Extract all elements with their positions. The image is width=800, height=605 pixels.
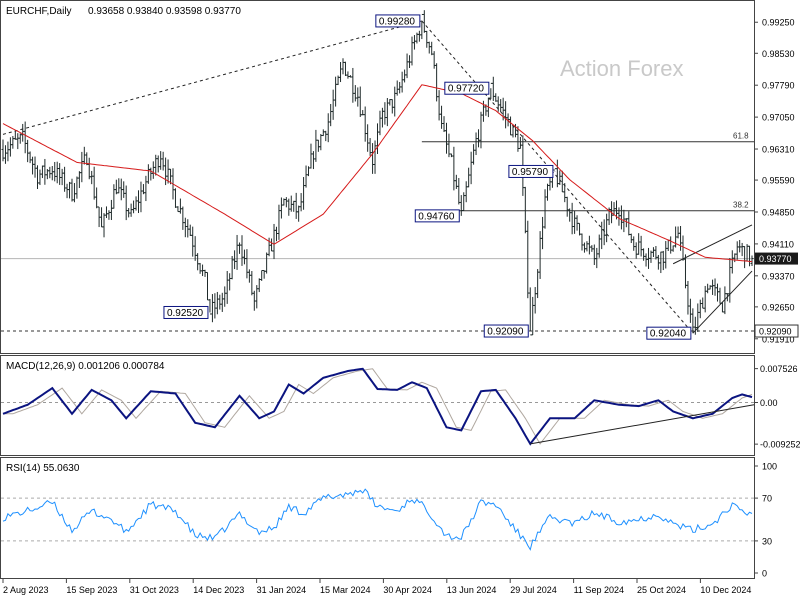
current-price-badge: 0.93770 bbox=[755, 252, 798, 265]
svg-text:0.99280: 0.99280 bbox=[379, 16, 416, 27]
x-tick-label: 15 Sep 2023 bbox=[66, 585, 117, 595]
x-tick-label: 31 Jan 2024 bbox=[257, 585, 307, 595]
macd-layer bbox=[1, 367, 755, 446]
x-tick-label: 2 Aug 2023 bbox=[3, 585, 49, 595]
price-panel-frame bbox=[0, 0, 755, 354]
y-tick-label: 0.93370 bbox=[762, 271, 795, 281]
rsi-y-tick-label: 100 bbox=[762, 462, 777, 472]
macd-y-tick-label: 0.00 bbox=[760, 398, 778, 408]
macd-line bbox=[2, 367, 753, 446]
price-bar bbox=[750, 255, 754, 266]
macd-y-tick-label: -0.009252 bbox=[760, 440, 800, 450]
svg-text:0.92040: 0.92040 bbox=[650, 329, 687, 340]
fib-level-label: 38.2 bbox=[733, 201, 749, 210]
axis-layer: 0.99250 0.98530 0.97790 0.97050 0.96310 0.955… bbox=[2, 18, 800, 595]
y-tick-label: 0.91910 bbox=[762, 334, 795, 344]
rsi-y-tick-label: 0 bbox=[762, 569, 767, 579]
swing-label: 0.94760 bbox=[414, 209, 460, 223]
x-tick-label: 13 Jun 2024 bbox=[447, 585, 497, 595]
y-tick-label: 0.98530 bbox=[762, 49, 795, 59]
trend-line bbox=[672, 224, 753, 265]
rsi-y-tick-label: 70 bbox=[762, 494, 772, 504]
swing-label: 0.92040 bbox=[646, 326, 692, 340]
swing-label: 0.99280 bbox=[375, 14, 421, 28]
y-tick-label: 0.96310 bbox=[762, 145, 795, 155]
x-tick-label: 10 Dec 2024 bbox=[700, 585, 751, 595]
rsi-layer bbox=[1, 488, 754, 551]
svg-text:0.94760: 0.94760 bbox=[418, 211, 455, 222]
swing-label: 0.92520 bbox=[163, 305, 209, 319]
y-tick-label: 0.94850 bbox=[762, 207, 795, 217]
rsi-y-tick-label: 30 bbox=[762, 536, 772, 546]
trend-line bbox=[692, 270, 753, 334]
symbol-label: EURCHF,Daily bbox=[6, 6, 72, 17]
swing-label: 0.97720 bbox=[444, 81, 490, 95]
macd-trend-line bbox=[530, 404, 755, 445]
trend-line bbox=[2, 20, 422, 135]
x-tick-label: 30 Apr 2024 bbox=[383, 585, 432, 595]
price-layer: 61.8 38.2 0.92520 0.99280 0.94760 0.97720 0.92… bbox=[1, 10, 754, 340]
y-tick-label: 0.92650 bbox=[762, 302, 795, 312]
y-tick-label: 0.95590 bbox=[762, 176, 795, 186]
x-tick-label: 14 Dec 2023 bbox=[193, 585, 244, 595]
watermark: Action Forex bbox=[560, 56, 684, 81]
x-tick-label: 25 Oct 2024 bbox=[637, 585, 686, 595]
svg-text:0.92090: 0.92090 bbox=[759, 327, 792, 337]
macd-y-tick-label: 0.007526 bbox=[760, 364, 798, 374]
x-tick-label: 15 Mar 2024 bbox=[320, 585, 371, 595]
swing-label: 0.95790 bbox=[508, 164, 554, 178]
y-tick-label: 0.97050 bbox=[762, 113, 795, 123]
svg-text:0.95790: 0.95790 bbox=[512, 167, 549, 178]
x-tick-label: 31 Oct 2023 bbox=[130, 585, 179, 595]
moving-average-line bbox=[2, 84, 753, 263]
rsi-line bbox=[2, 488, 753, 551]
y-tick-label: 0.99250 bbox=[762, 18, 795, 28]
y-tick-label: 0.94110 bbox=[762, 239, 794, 249]
svg-text:0.97720: 0.97720 bbox=[448, 84, 485, 95]
y-tick-label: 0.97790 bbox=[762, 81, 795, 91]
svg-text:0.92520: 0.92520 bbox=[167, 308, 204, 319]
rsi-panel-frame bbox=[0, 457, 755, 579]
fib-level-label: 61.8 bbox=[733, 132, 749, 141]
x-tick-label: 11 Sep 2024 bbox=[574, 585, 624, 595]
svg-text:0.92090: 0.92090 bbox=[487, 327, 524, 338]
macd-title: MACD(12,26,9) 0.001206 0.000784 bbox=[6, 361, 165, 372]
ohlc-label: 0.93658 0.93840 0.93598 0.93770 bbox=[88, 6, 241, 17]
swing-label: 0.92090 bbox=[483, 324, 529, 338]
rsi-title: RSI(14) 55.0630 bbox=[6, 463, 80, 474]
support-price-badge: 0.92090 bbox=[754, 324, 799, 338]
x-tick-label: 29 Jul 2024 bbox=[510, 585, 557, 595]
svg-text:0.93770: 0.93770 bbox=[759, 254, 792, 264]
